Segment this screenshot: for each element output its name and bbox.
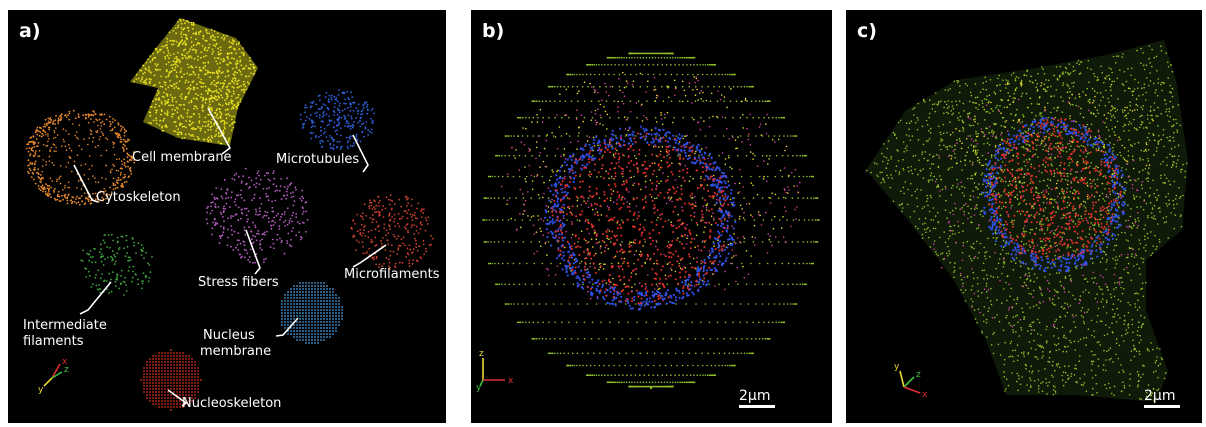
cytoskeleton-label: Cytoskeleton — [96, 190, 181, 205]
microtubules-leader — [352, 134, 369, 173]
microtubules-label: Microtubules — [276, 152, 360, 167]
panel-c-membrane-points — [865, 45, 1188, 401]
intermediate-filaments-label-line1: Intermediate — [23, 318, 107, 333]
panel-b-label: b) — [482, 20, 505, 42]
nucleoskeleton-label: Nucleoskeleton — [182, 396, 282, 411]
panel-b-scale-line — [739, 405, 775, 408]
panel-b-nucleus-points — [551, 132, 730, 305]
panel-c-axis-triad: yzx — [894, 362, 928, 400]
panel-b-nucleus-ring — [544, 125, 737, 311]
panel-b-scale-bar: 2μm — [739, 388, 775, 408]
intermediate-filaments-label-line2: filaments — [23, 334, 84, 349]
nucleus-membrane-label-line2: membrane — [200, 344, 272, 359]
cell-membrane-label: Cell membrane — [132, 150, 232, 165]
panel-b-plot: zyx — [476, 52, 820, 393]
nucleus-membrane-leader — [275, 317, 299, 337]
panel-c-nucleus-points — [986, 117, 1123, 262]
panel-b-magenta-points — [500, 76, 801, 311]
nucleus-membrane-label-line1: Nucleus — [203, 328, 255, 343]
cytoskeleton-ring — [25, 109, 136, 206]
intermediate-filaments-points — [80, 233, 153, 296]
panel-c-scale-line — [1144, 405, 1180, 408]
stress-fibers-label: Stress fibers — [198, 275, 279, 290]
microfilaments-leader — [352, 244, 387, 268]
microfilaments-label: Microfilaments — [344, 267, 440, 282]
microfilaments-points — [350, 194, 434, 270]
cytoskeleton-leader — [73, 164, 99, 203]
panel-c-nucleus-ring — [981, 116, 1127, 273]
panel-a-axis-triad: xz y — [38, 357, 69, 395]
nucleus-membrane-points — [281, 282, 343, 344]
svg-text:y: y — [38, 385, 44, 395]
cell-membrane-points — [133, 18, 256, 145]
panel-c-plot: yzx — [865, 40, 1188, 402]
panel-a-plot: xz y — [25, 18, 434, 411]
microtubules-points — [299, 89, 375, 151]
panel-c-label: c) — [857, 20, 877, 42]
panel-c-magenta-points — [932, 98, 1145, 331]
nucleoskeleton-leader — [167, 389, 188, 407]
stress-fibers-points — [205, 167, 309, 264]
cytoskeleton-points — [34, 121, 126, 195]
panel-b-axis-triad: zyx — [476, 349, 514, 393]
panel-c-scale-text: 2μm — [1144, 388, 1176, 404]
panel-b-membrane-sphere — [482, 52, 820, 389]
nucleoskeleton-points — [140, 349, 202, 411]
svg-text:x: x — [62, 357, 68, 367]
svg-text:z: z — [64, 365, 69, 375]
stress-fibers-leader — [245, 229, 261, 275]
panel-b-scale-text: 2μm — [739, 388, 771, 404]
cell-membrane-leader — [207, 107, 232, 155]
intermediate-filaments-leader — [79, 281, 112, 315]
panel-b-yellow-points — [506, 71, 800, 291]
panel-a-label: a) — [19, 20, 41, 42]
panel-c-scale-bar: 2μm — [1144, 388, 1180, 408]
